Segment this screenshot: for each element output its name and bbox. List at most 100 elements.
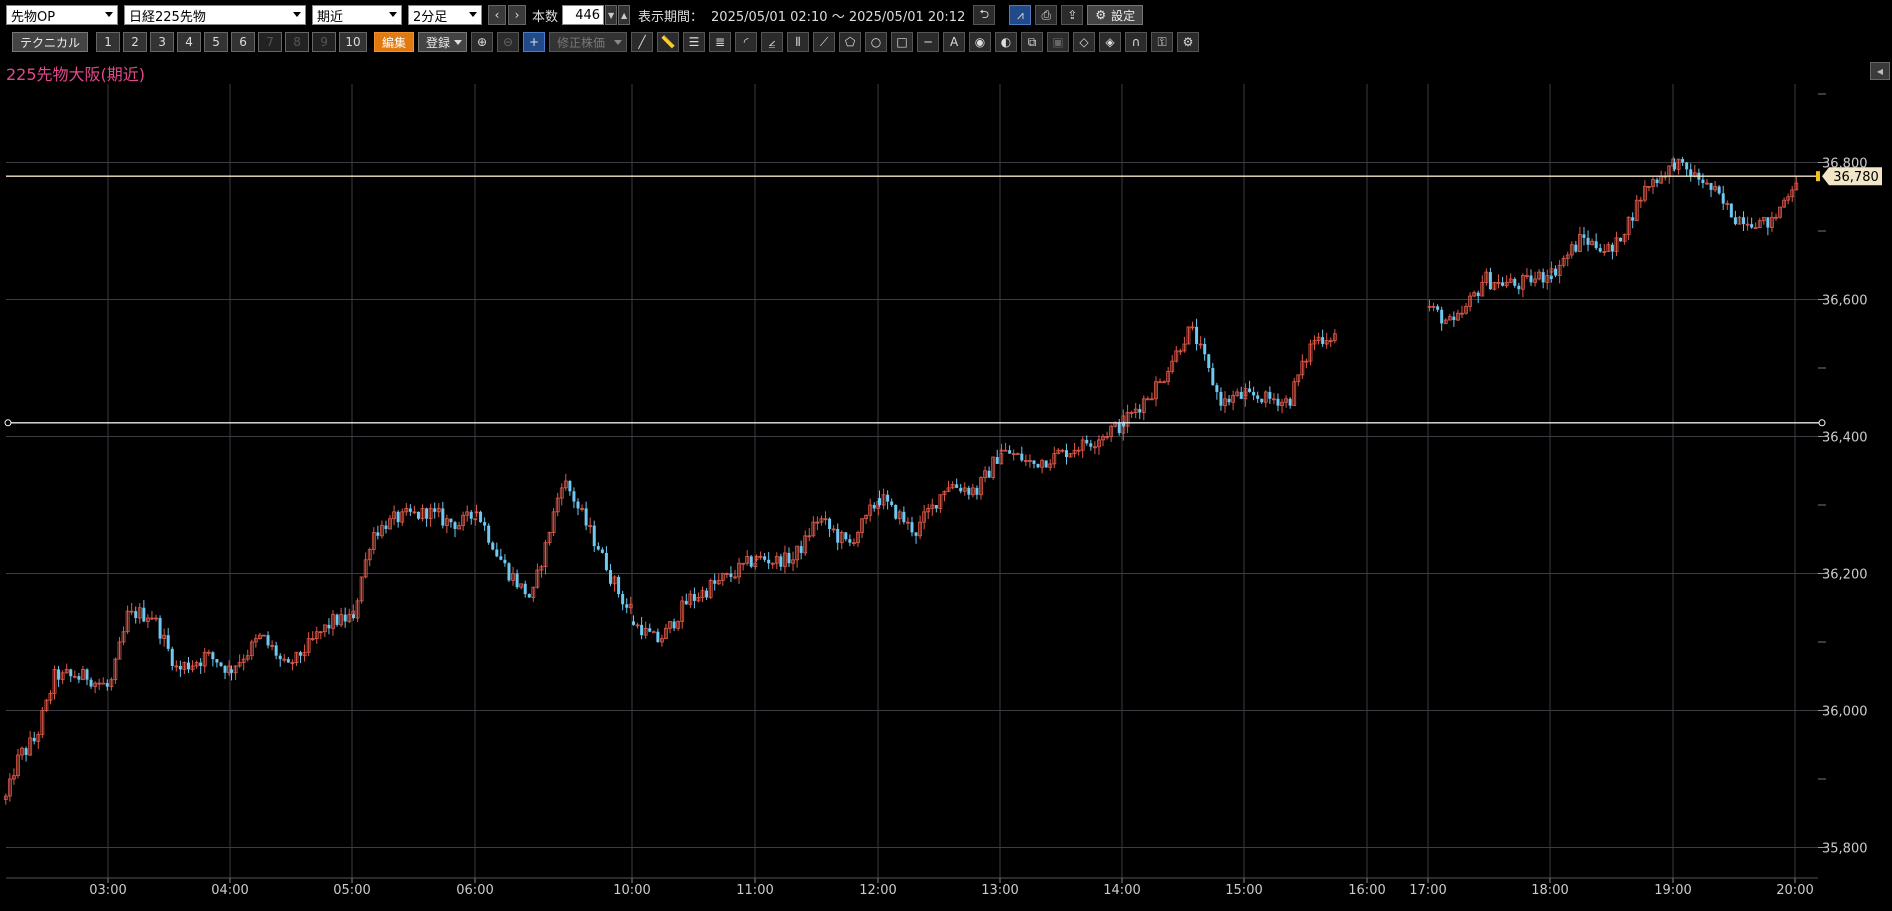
candle-body — [215, 659, 219, 663]
technical-slot-9[interactable]: 9 — [312, 32, 337, 52]
candle-body — [881, 494, 886, 506]
technical-slot-7[interactable]: 7 — [258, 32, 283, 52]
candle-body — [1537, 271, 1542, 280]
technical-slot-10[interactable]: 10 — [339, 32, 368, 52]
ruler-tool[interactable]: 📏 — [657, 32, 680, 52]
candle-body — [1480, 281, 1485, 297]
fan-tool[interactable]: ⦤ — [761, 32, 784, 52]
technical-slot-1[interactable]: 1 — [96, 32, 121, 52]
bars-input[interactable]: 446 — [562, 5, 605, 25]
settings-button[interactable]: ⚙ 設定 — [1087, 5, 1144, 25]
icon-tool[interactable]: ◉ — [969, 32, 992, 52]
candle-body — [1141, 398, 1146, 413]
hline-tool[interactable]: ─ — [917, 32, 940, 52]
candle-body — [487, 525, 491, 543]
arc-tool[interactable]: ◜ — [735, 32, 758, 52]
polygon-tool[interactable]: ⬠ — [839, 32, 862, 52]
candle-body — [347, 614, 352, 622]
chart-type-button[interactable]: ⩘ — [1009, 5, 1032, 25]
technical-slot-6[interactable]: 6 — [231, 32, 256, 52]
zoom-in-icon: ⊕ — [477, 35, 488, 49]
technical-slot-2[interactable]: 2 — [123, 32, 148, 52]
eraser-tool[interactable]: ◇ — [1073, 32, 1096, 52]
candle-body — [1072, 449, 1077, 455]
register-button[interactable]: 登録 — [418, 32, 468, 52]
export-icon: ⇪ — [1067, 8, 1078, 22]
candle-body — [331, 614, 335, 629]
technical-slot-8[interactable]: 8 — [285, 32, 310, 52]
zoom-out-button[interactable]: ⊖ — [497, 32, 520, 52]
candle-body — [57, 669, 61, 680]
circle-tool[interactable]: ○ — [865, 32, 888, 52]
technical-slot-5[interactable]: 5 — [204, 32, 229, 52]
trendline-tool[interactable]: ╱ — [631, 32, 654, 52]
candle-body — [113, 658, 118, 681]
return-arrow-icon: ⮌ — [979, 6, 990, 21]
zoom-in-button[interactable]: ⊕ — [471, 32, 494, 52]
color-tool[interactable]: ◐ — [995, 32, 1018, 52]
candle-body — [1145, 398, 1150, 401]
candle-body — [922, 511, 927, 523]
gann-tool[interactable]: ⟋ — [813, 32, 836, 52]
candle-body — [1549, 268, 1554, 273]
candle-body — [404, 508, 409, 513]
export-button[interactable]: ⇪ — [1061, 5, 1084, 25]
contract-select[interactable]: 期近 — [312, 5, 402, 25]
candle-body — [987, 470, 991, 478]
erase-all-tool[interactable]: ◈ — [1099, 32, 1122, 52]
crosshair-button[interactable]: + — [523, 32, 546, 52]
reset-button[interactable]: ⮌ — [973, 5, 996, 25]
candle-body — [612, 576, 617, 585]
rectangle-tool[interactable]: □ — [891, 32, 914, 52]
candle-body — [791, 559, 795, 564]
x-tick-label: 15:00 — [1225, 883, 1262, 898]
bars-decrement-button[interactable]: ▼ — [605, 5, 618, 25]
category-select[interactable]: 先物OP — [6, 5, 118, 25]
candle-body — [1280, 401, 1284, 407]
candle-body — [1015, 453, 1020, 456]
magnet-tool[interactable]: ∩ — [1125, 32, 1148, 52]
edit-button[interactable]: 編集 — [374, 32, 415, 52]
gann-icon: ⟋ — [819, 34, 829, 49]
candle-body — [396, 511, 400, 523]
instrument-select[interactable]: 日経225先物 — [124, 5, 306, 25]
candle-body — [1052, 453, 1057, 465]
interval-select[interactable]: 2分足 — [408, 5, 482, 25]
collapse-panel-button[interactable]: ◀ — [1870, 62, 1890, 80]
candle-body — [52, 669, 57, 694]
lock-tool[interactable]: ⚿ — [1151, 32, 1174, 52]
text-tool[interactable]: A — [943, 32, 966, 52]
candle-body — [1020, 453, 1024, 461]
vlines-tool[interactable]: ⦀ — [787, 32, 810, 52]
copy-tool[interactable]: ⧉ — [1021, 32, 1044, 52]
prev-button[interactable]: ‹ — [488, 5, 506, 25]
candle-body — [1068, 453, 1073, 458]
print-button[interactable]: ⎙ — [1035, 5, 1058, 25]
next-button[interactable]: › — [508, 5, 526, 25]
hlines-tool[interactable]: ☰ — [683, 32, 706, 52]
fib-retracement-tool[interactable]: ≣ — [709, 32, 732, 52]
candle-body — [1324, 340, 1329, 345]
candle-body — [166, 635, 170, 649]
zoom-out-icon: ⊖ — [503, 35, 514, 49]
candle-body — [48, 692, 53, 701]
candle-body — [343, 614, 347, 622]
candle-body — [770, 562, 775, 565]
bars-increment-button[interactable]: ▲ — [618, 5, 631, 25]
candle-body — [1472, 292, 1477, 297]
technical-slot-3[interactable]: 3 — [150, 32, 175, 52]
candle-body — [563, 480, 568, 489]
technical-button[interactable]: テクニカル — [12, 32, 89, 52]
candle-body — [299, 652, 303, 656]
technical-slot-4[interactable]: 4 — [177, 32, 202, 52]
adjusted-price-select[interactable]: 修正株価 — [549, 32, 628, 52]
y-tick-label: 36,800 — [1822, 157, 1868, 172]
drawing-settings-button[interactable]: ⚙ — [1177, 32, 1200, 52]
candle-body — [651, 631, 656, 634]
candle-body — [1766, 217, 1770, 228]
candle-body — [754, 555, 759, 561]
paste-tool[interactable]: ▣ — [1047, 32, 1070, 52]
candle-body — [425, 508, 429, 519]
pentagon-icon: ⬠ — [844, 35, 856, 49]
